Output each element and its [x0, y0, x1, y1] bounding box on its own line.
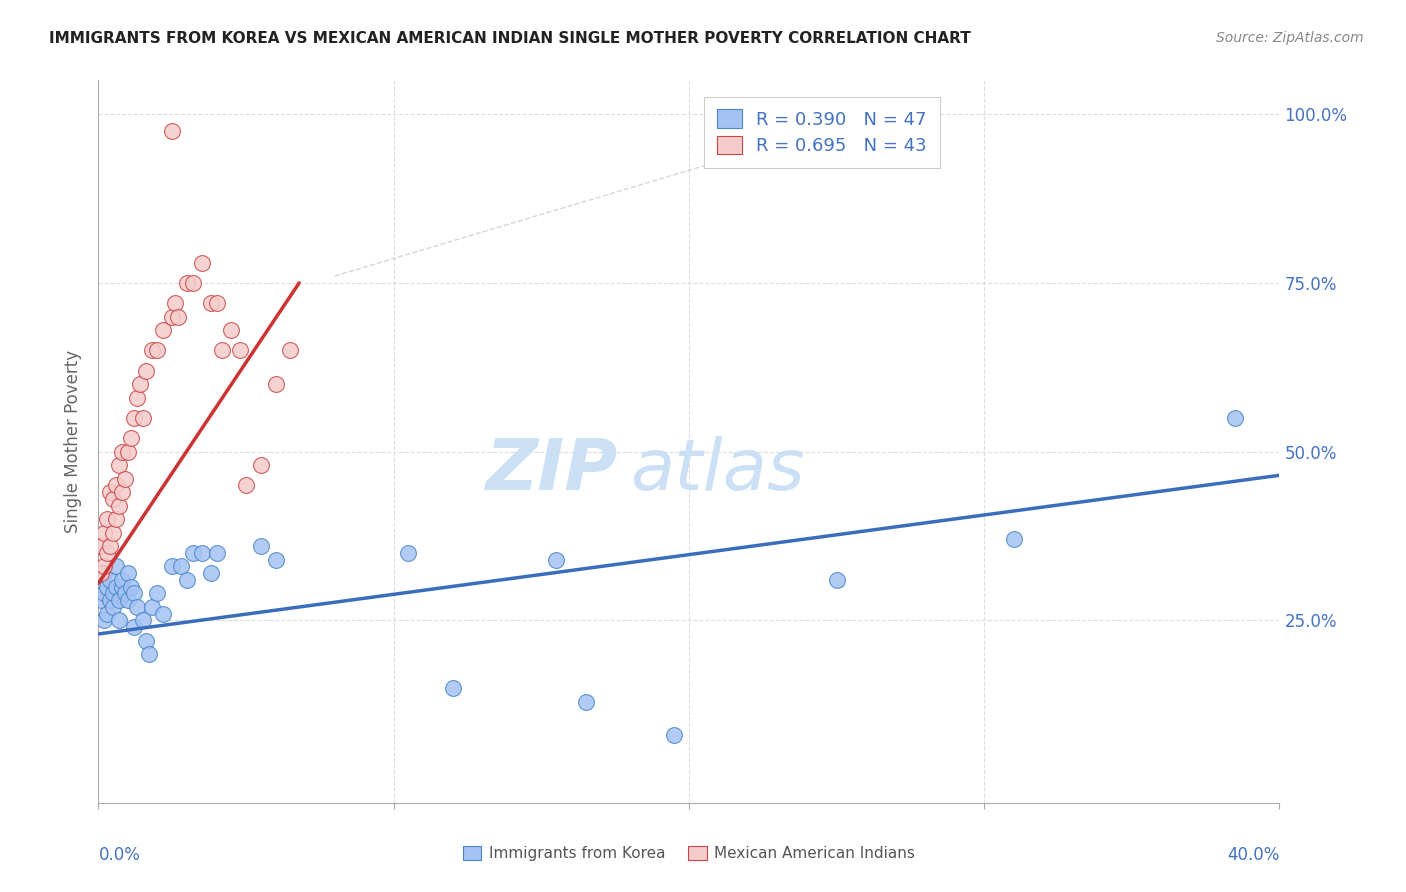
Point	[90, 539, 112, 553]
Point	[120, 580, 142, 594]
Point	[264, 552, 287, 566]
Point	[105, 512, 128, 526]
Point	[162, 124, 183, 138]
Point	[111, 444, 134, 458]
Point	[98, 573, 121, 587]
Point	[93, 559, 115, 574]
Text: Source: ZipAtlas.com: Source: ZipAtlas.com	[1216, 31, 1364, 45]
Point	[546, 552, 568, 566]
Point	[120, 431, 142, 445]
Point	[205, 546, 228, 560]
Point	[108, 499, 131, 513]
Point	[165, 296, 187, 310]
Point	[105, 559, 128, 574]
Point	[103, 599, 125, 614]
Point	[122, 411, 145, 425]
Point	[138, 647, 160, 661]
Point	[96, 580, 118, 594]
Point	[128, 377, 150, 392]
Point	[117, 444, 139, 458]
Point	[122, 620, 145, 634]
Point	[111, 485, 134, 500]
Point	[162, 310, 183, 324]
Point	[93, 586, 115, 600]
Point	[152, 323, 174, 337]
Point	[1225, 411, 1247, 425]
Point	[229, 343, 252, 358]
Point	[103, 525, 125, 540]
Point	[1002, 533, 1025, 547]
Point	[664, 728, 686, 742]
Point	[90, 593, 112, 607]
Legend: Immigrants from Korea, Mexican American Indians: Immigrants from Korea, Mexican American …	[457, 840, 921, 867]
Point	[96, 546, 118, 560]
Point	[98, 539, 121, 553]
Point	[181, 546, 204, 560]
Point	[93, 614, 115, 628]
Point	[108, 458, 131, 472]
Point	[264, 377, 287, 392]
Point	[108, 593, 131, 607]
Point	[93, 525, 115, 540]
Point	[96, 607, 118, 621]
Point	[170, 559, 193, 574]
Point	[103, 491, 125, 506]
Point	[250, 539, 273, 553]
Point	[141, 599, 163, 614]
Point	[441, 681, 464, 695]
Point	[191, 546, 214, 560]
Point	[105, 580, 128, 594]
Point	[146, 586, 169, 600]
Point	[200, 296, 222, 310]
Point	[96, 512, 118, 526]
Point	[181, 276, 204, 290]
Text: 0.0%: 0.0%	[98, 847, 141, 864]
Point	[825, 573, 848, 587]
Point	[135, 364, 157, 378]
Point	[135, 633, 157, 648]
Point	[114, 472, 136, 486]
Point	[176, 276, 198, 290]
Point	[162, 559, 183, 574]
Point	[235, 478, 257, 492]
Text: atlas: atlas	[630, 436, 804, 505]
Point	[93, 566, 115, 581]
Point	[250, 458, 273, 472]
Point	[398, 546, 420, 560]
Text: IMMIGRANTS FROM KOREA VS MEXICAN AMERICAN INDIAN SINGLE MOTHER POVERTY CORRELATI: IMMIGRANTS FROM KOREA VS MEXICAN AMERICA…	[49, 31, 972, 46]
Point	[191, 255, 214, 269]
Point	[111, 580, 134, 594]
Point	[205, 296, 228, 310]
Point	[125, 599, 148, 614]
Point	[200, 566, 222, 581]
Point	[280, 343, 302, 358]
Point	[146, 343, 169, 358]
Point	[98, 593, 121, 607]
Point	[117, 566, 139, 581]
Point	[211, 343, 233, 358]
Point	[122, 586, 145, 600]
Point	[103, 586, 125, 600]
Point	[117, 593, 139, 607]
Point	[90, 566, 112, 581]
Point	[575, 694, 598, 708]
Y-axis label: Single Mother Poverty: Single Mother Poverty	[65, 350, 83, 533]
Point	[114, 586, 136, 600]
Point	[125, 391, 148, 405]
Point	[132, 411, 155, 425]
Point	[141, 343, 163, 358]
Point	[152, 607, 174, 621]
Point	[108, 614, 131, 628]
Point	[167, 310, 190, 324]
Point	[132, 614, 155, 628]
Text: 40.0%: 40.0%	[1227, 847, 1279, 864]
Point	[90, 580, 112, 594]
Point	[111, 573, 134, 587]
Text: ZIP: ZIP	[486, 436, 619, 505]
Point	[105, 478, 128, 492]
Point	[221, 323, 243, 337]
Point	[98, 485, 121, 500]
Point	[176, 573, 198, 587]
